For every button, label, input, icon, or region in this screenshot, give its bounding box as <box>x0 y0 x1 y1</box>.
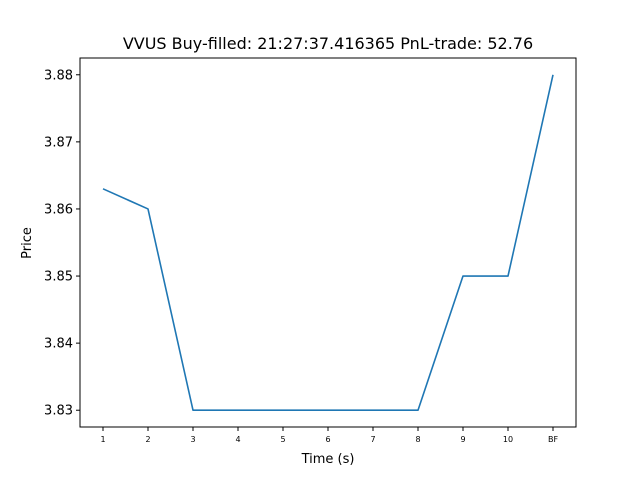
data-point <box>237 409 239 411</box>
y-tick-label: 3.88 <box>44 68 73 83</box>
data-point <box>372 409 374 411</box>
data-point <box>282 409 284 411</box>
x-tick-label: 9 <box>460 435 465 444</box>
data-point <box>507 275 509 277</box>
x-tick-label: 8 <box>415 435 420 444</box>
data-point <box>327 409 329 411</box>
x-axis-label: Time (s) <box>301 452 355 467</box>
data-point <box>102 188 104 190</box>
y-tick-label: 3.85 <box>44 270 73 285</box>
x-tick-label: 10 <box>503 435 513 444</box>
y-tick-label: 3.84 <box>44 337 73 352</box>
x-tick-label: 2 <box>145 435 150 444</box>
x-tick-label: 4 <box>235 435 240 444</box>
data-point <box>462 275 464 277</box>
y-tick-label: 3.83 <box>44 404 73 419</box>
x-axis: 1 2 3 4 5 6 7 8 9 10 BF <box>100 427 558 444</box>
y-axis: 3.83 3.84 3.85 3.86 3.87 3.88 <box>44 68 80 419</box>
chart-title: VVUS Buy-filled: 21:27:37.416365 PnL-tra… <box>123 34 533 53</box>
x-tick-label: 5 <box>280 435 285 444</box>
data-points <box>102 74 554 411</box>
data-point <box>552 74 554 76</box>
price-series-line <box>102 74 554 412</box>
x-tick-label: 1 <box>100 435 105 444</box>
data-point <box>147 208 149 210</box>
x-tick-label: BF <box>548 435 558 444</box>
x-tick-label: 7 <box>370 435 375 444</box>
y-axis-label: Price <box>20 227 35 259</box>
y-tick-label: 3.86 <box>44 202 73 217</box>
x-tick-label: 6 <box>325 435 330 444</box>
x-tick-label: 3 <box>190 435 195 444</box>
data-point <box>192 409 194 411</box>
plot-frame <box>79 57 577 428</box>
data-point <box>417 409 419 411</box>
y-tick-label: 3.87 <box>44 135 73 150</box>
